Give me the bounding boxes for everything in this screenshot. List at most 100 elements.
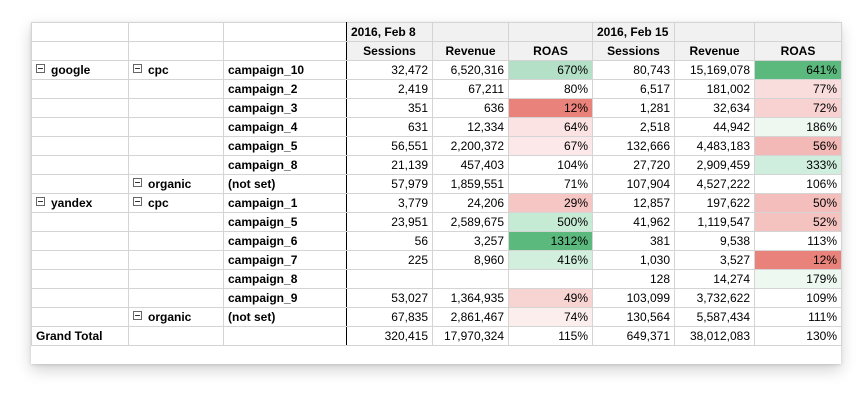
revenue-cell-1-text: 1,364,935 bbox=[450, 291, 504, 305]
roas-cell-2-text: 50% bbox=[812, 196, 837, 210]
revenue-cell-2-text: 2,909,459 bbox=[696, 158, 750, 172]
collapse-icon[interactable] bbox=[133, 197, 142, 206]
table-row: campaign_6 56 3,257 1312% 381 9,538 113% bbox=[31, 231, 842, 251]
corner-cell bbox=[223, 41, 347, 61]
source-cell[interactable]: yandex bbox=[31, 193, 129, 213]
revenue-cell-1-text: 6,520,316 bbox=[450, 63, 504, 77]
revenue-cell-2: 2,909,459 bbox=[674, 155, 755, 175]
sessions-cell-2: 1,281 bbox=[592, 98, 675, 118]
campaign-cell-text: campaign_7 bbox=[228, 253, 298, 267]
header-row-metrics: Sessions Revenue ROAS Sessions Revenue R… bbox=[31, 41, 842, 61]
roas-cell-1-text: 29% bbox=[563, 196, 588, 210]
metric-header-roas[interactable]: ROAS bbox=[508, 41, 593, 61]
medium-cell bbox=[128, 98, 224, 118]
revenue-cell-1: 8,960 bbox=[432, 250, 509, 270]
medium-cell-text: organic bbox=[148, 177, 192, 191]
sessions-cell-2-text: 128 bbox=[649, 272, 670, 286]
source-cell bbox=[31, 174, 129, 194]
source-cell bbox=[31, 155, 129, 175]
campaign-cell-text: campaign_10 bbox=[228, 63, 305, 77]
sessions-cell-2-text: 103,099 bbox=[626, 291, 670, 305]
source-cell-text: google bbox=[51, 63, 91, 77]
period-header[interactable]: 2016, Feb 15 bbox=[592, 22, 675, 42]
sessions-cell-1: 67,835 bbox=[346, 307, 433, 327]
campaign-cell-text: campaign_8 bbox=[228, 272, 298, 286]
campaign-cell-text: (not set) bbox=[228, 310, 276, 324]
roas-cell-1-text: 80% bbox=[563, 82, 588, 96]
roas-cell-1: 1312% bbox=[508, 231, 593, 251]
collapse-icon[interactable] bbox=[133, 311, 142, 320]
source-cell bbox=[31, 79, 129, 99]
campaign-cell: campaign_4 bbox=[223, 117, 347, 137]
sessions-cell-1-text: 57,979 bbox=[391, 177, 428, 191]
table-row: campaign_4 631 12,334 64% 2,518 44,942 186% bbox=[31, 117, 842, 137]
revenue-cell-2: 9,538 bbox=[674, 231, 755, 251]
period-header[interactable]: 2016, Feb 8 bbox=[346, 22, 433, 42]
revenue-cell-2-text: 3,527 bbox=[719, 253, 750, 267]
metric-header-roas[interactable]: ROAS bbox=[754, 41, 842, 61]
sessions-cell-2-text: 41,962 bbox=[633, 215, 670, 229]
revenue-cell-2: 14,274 bbox=[674, 269, 755, 289]
table-row: campaign_3 351 636 12% 1,281 32,634 72% bbox=[31, 98, 842, 118]
medium-cell[interactable]: organic bbox=[128, 307, 224, 327]
sessions-cell-2-text: 27,720 bbox=[633, 158, 670, 172]
sessions-cell-2: 103,099 bbox=[592, 288, 675, 308]
sessions-cell-2-text: 6,517 bbox=[639, 82, 670, 96]
roas-cell-2-text: 109% bbox=[806, 291, 837, 305]
revenue-cell-1-text: 1,859,551 bbox=[450, 177, 504, 191]
roas-cell-2-text: 77% bbox=[812, 82, 837, 96]
revenue-cell-2-text: 4,483,183 bbox=[696, 139, 750, 153]
sessions-cell-1: 21,139 bbox=[346, 155, 433, 175]
collapse-icon[interactable] bbox=[133, 64, 142, 73]
medium-cell-text: cpc bbox=[148, 63, 169, 77]
collapse-icon[interactable] bbox=[36, 197, 45, 206]
roas-cell-1: 71% bbox=[508, 174, 593, 194]
medium-cell[interactable]: cpc bbox=[128, 60, 224, 80]
sessions-cell-1: 57,979 bbox=[346, 174, 433, 194]
collapse-icon[interactable] bbox=[133, 178, 142, 187]
roas-cell-2: 186% bbox=[754, 117, 842, 137]
metric-header-revenue[interactable]: Revenue bbox=[674, 41, 755, 61]
medium-cell-text: cpc bbox=[148, 196, 169, 210]
roas-cell-2: 113% bbox=[754, 231, 842, 251]
campaign-cell-text: (not set) bbox=[228, 177, 276, 191]
corner-cell bbox=[31, 22, 129, 42]
revenue-cell-1-text: 457,403 bbox=[460, 158, 504, 172]
metric-header-revenue[interactable]: Revenue bbox=[432, 41, 509, 61]
source-cell bbox=[31, 231, 129, 251]
roas-cell-1-text: 49% bbox=[563, 291, 588, 305]
roas-cell-1-text: 74% bbox=[563, 310, 588, 324]
revenue-cell-2: 1,119,547 bbox=[674, 212, 755, 232]
sessions-cell-2: 107,904 bbox=[592, 174, 675, 194]
period-header-fill bbox=[508, 22, 593, 42]
collapse-icon[interactable] bbox=[36, 64, 45, 73]
source-cell[interactable]: google bbox=[31, 60, 129, 80]
sessions-cell-2: 128 bbox=[592, 269, 675, 289]
campaign-cell: campaign_8 bbox=[223, 155, 347, 175]
sessions-cell-2: 2,518 bbox=[592, 117, 675, 137]
roas-cell-1: 67% bbox=[508, 136, 593, 156]
metric-header-sessions[interactable]: Sessions bbox=[346, 41, 433, 61]
sessions-cell-1: 23,951 bbox=[346, 212, 433, 232]
medium-cell[interactable]: cpc bbox=[128, 193, 224, 213]
campaign-cell: campaign_3 bbox=[223, 98, 347, 118]
campaign-cell-text: campaign_5 bbox=[228, 215, 298, 229]
roas-cell-2: 179% bbox=[754, 269, 842, 289]
sessions-cell-2: 80,743 bbox=[592, 60, 675, 80]
roas-cell-2: 77% bbox=[754, 79, 842, 99]
sessions-cell-2-text: 1,281 bbox=[639, 101, 670, 115]
header-row-periods: 2016, Feb 8 2016, Feb 15 bbox=[31, 22, 842, 42]
campaign-cell-text: campaign_6 bbox=[228, 234, 298, 248]
campaign-cell-text: campaign_8 bbox=[228, 158, 298, 172]
sessions-cell-2: 41,962 bbox=[592, 212, 675, 232]
campaign-cell-text: campaign_3 bbox=[228, 101, 298, 115]
metric-header-sessions[interactable]: Sessions bbox=[592, 41, 675, 61]
revenue-cell-2-text: 4,527,222 bbox=[696, 177, 750, 191]
table-row: campaign_7 225 8,960 416% 1,030 3,527 12% bbox=[31, 250, 842, 270]
medium-cell[interactable]: organic bbox=[128, 174, 224, 194]
campaign-cell: (not set) bbox=[223, 307, 347, 327]
revenue-cell-2: 181,002 bbox=[674, 79, 755, 99]
revenue-cell-2: 4,527,222 bbox=[674, 174, 755, 194]
sessions-cell-1-text: 67,835 bbox=[391, 310, 428, 324]
sessions-cell-2: 130,564 bbox=[592, 307, 675, 327]
